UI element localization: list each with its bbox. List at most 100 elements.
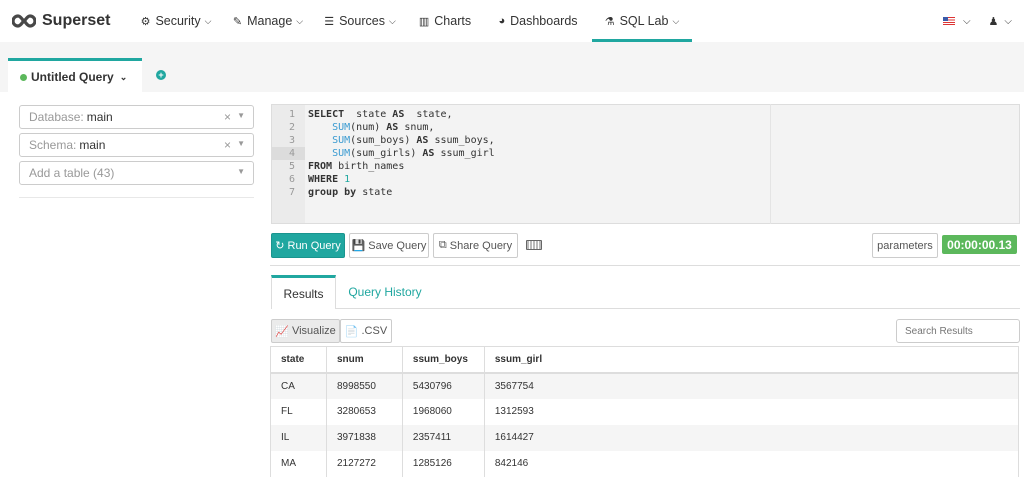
code-token: WHERE bbox=[308, 174, 339, 185]
run-query-label: Run Query bbox=[287, 239, 341, 252]
table-row: FL 3280653 1968060 1312593 bbox=[270, 398, 1020, 425]
flask-icon: ⚗ bbox=[604, 15, 615, 28]
query-tab-label: Untitled Query bbox=[31, 70, 114, 84]
code-token: FROM bbox=[308, 161, 333, 172]
line-gutter bbox=[272, 105, 305, 223]
brand-name: Superset bbox=[42, 12, 111, 29]
chevron-down-icon[interactable]: ⌵ bbox=[1004, 15, 1012, 27]
us-flag-icon[interactable] bbox=[942, 17, 955, 25]
table-cell: 8998550 bbox=[326, 372, 403, 399]
column-header-state[interactable]: state bbox=[270, 346, 327, 374]
tab-results[interactable]: Results bbox=[271, 275, 336, 309]
csv-button[interactable]: 📄 .CSV bbox=[340, 319, 392, 343]
table-cell: 3971838 bbox=[326, 424, 403, 451]
table-cell: 5430796 bbox=[402, 372, 485, 399]
keyboard-icon[interactable] bbox=[526, 240, 542, 250]
print-margin bbox=[770, 104, 771, 224]
column-header-ssum_girl[interactable]: ssum_girl bbox=[484, 346, 1020, 374]
schema-value: main bbox=[79, 138, 106, 152]
code-token: AS bbox=[416, 135, 429, 146]
table-cell: 842146 bbox=[484, 450, 1020, 477]
divider bbox=[19, 197, 254, 198]
code-line: WHERE 1 bbox=[308, 173, 350, 186]
table-cell: 1614427 bbox=[484, 424, 1020, 451]
caret-down-icon[interactable]: ▼ bbox=[237, 111, 245, 120]
visualize-label: Visualize bbox=[291, 325, 336, 337]
database-value: main bbox=[86, 110, 113, 124]
table-cell: 1312593 bbox=[484, 398, 1020, 425]
column-header-ssum_boys[interactable]: ssum_boys bbox=[402, 346, 485, 374]
database-select[interactable]: Database: main × ▼ bbox=[19, 105, 254, 129]
table-cell: 2357411 bbox=[402, 424, 485, 451]
code-token: 1 bbox=[338, 174, 351, 185]
nav-item-dashboards[interactable]: ◕ Dashboards bbox=[484, 0, 592, 42]
column-header-snum[interactable]: snum bbox=[326, 346, 403, 374]
nav-item-sources[interactable]: ☰ Sources ⌵ bbox=[314, 0, 406, 42]
superset-logo[interactable]: Superset bbox=[12, 12, 130, 30]
refresh-icon: ↻ bbox=[275, 240, 285, 252]
caret-down-icon[interactable]: ▼ bbox=[237, 139, 245, 148]
wrench-icon: ✎ bbox=[232, 15, 243, 28]
nav-item-label: Manage bbox=[247, 14, 293, 28]
copy-icon: ⧉ bbox=[438, 239, 447, 251]
clear-icon[interactable]: × bbox=[223, 110, 231, 124]
table-cell: 2127272 bbox=[326, 450, 403, 477]
chevron-down-icon: ⌵ bbox=[204, 15, 212, 26]
tab-untitled-query[interactable]: Untitled Query ⌄ bbox=[8, 58, 142, 93]
code-token: state, bbox=[404, 109, 453, 120]
visualize-button[interactable]: 📈 Visualize bbox=[271, 319, 340, 343]
query-status-dot bbox=[20, 73, 27, 81]
code-token: birth_names bbox=[332, 161, 405, 172]
nav-item-label: Security bbox=[155, 14, 201, 28]
line-chart-icon: 📈 bbox=[275, 325, 289, 338]
code-line: SELECT state AS state, bbox=[308, 108, 453, 121]
database-label: Database: bbox=[29, 110, 84, 124]
bar-chart-icon: ▥ bbox=[418, 15, 430, 28]
save-query-button[interactable]: 💾 Save Query bbox=[349, 233, 429, 258]
clear-icon[interactable]: × bbox=[223, 138, 231, 152]
code-line: SUM(sum_girls) AS ssum_girl bbox=[308, 147, 495, 160]
chevron-down-icon: ⌵ bbox=[672, 15, 680, 26]
nav-item-manage[interactable]: ✎ Manage ⌵ bbox=[222, 0, 314, 42]
code-token: AS bbox=[386, 122, 399, 133]
code-token: SUM bbox=[332, 135, 351, 146]
nav-item-security[interactable]: ⚙ Security ⌵ bbox=[130, 0, 222, 42]
user-icon[interactable]: ♟ bbox=[988, 15, 999, 28]
csv-label: .CSV bbox=[361, 325, 388, 337]
table-row: MA 2127272 1285126 842146 bbox=[270, 450, 1020, 477]
database-icon: ☰ bbox=[324, 15, 335, 28]
code-token: ssum_girl bbox=[434, 148, 495, 159]
code-token bbox=[308, 122, 332, 133]
run-query-button[interactable]: ↻ Run Query bbox=[271, 233, 345, 258]
tab-query-history[interactable]: Query History bbox=[348, 285, 422, 299]
share-query-button[interactable]: ⧉ Share Query bbox=[433, 233, 518, 258]
add-tab-icon[interactable]: + bbox=[156, 70, 166, 80]
chevron-down-icon[interactable]: ⌄ bbox=[119, 71, 128, 82]
table-select[interactable]: Add a table (43) ▼ bbox=[19, 161, 254, 185]
caret-down-icon[interactable]: ▼ bbox=[237, 167, 245, 176]
nav-item-label: SQL Lab bbox=[619, 14, 669, 28]
code-token: ssum_boys, bbox=[428, 135, 495, 146]
code-token: SUM bbox=[332, 148, 351, 159]
table-cell: 1968060 bbox=[402, 398, 485, 425]
table-row: CA 8998550 5430796 3567754 bbox=[270, 372, 1020, 399]
nav-item-label: Charts bbox=[434, 14, 472, 28]
nav-item-sql-lab[interactable]: ⚗ SQL Lab ⌵ bbox=[592, 0, 692, 42]
table-cell: 3280653 bbox=[326, 398, 403, 425]
table-cell: 3567754 bbox=[484, 372, 1020, 399]
code-token: AS bbox=[392, 109, 405, 120]
code-token bbox=[308, 135, 332, 146]
tab-divider bbox=[336, 308, 1020, 309]
sql-editor[interactable]: 1 SELECT state AS state, 2 SUM(num) AS snu… bbox=[271, 104, 1020, 224]
nav-item-charts[interactable]: ▥ Charts bbox=[406, 0, 484, 42]
chevron-down-icon[interactable]: ⌵ bbox=[962, 15, 971, 27]
parameters-button[interactable]: parameters bbox=[872, 233, 938, 258]
code-line: group by state bbox=[308, 186, 392, 199]
line-number: 7 bbox=[288, 187, 295, 198]
cogs-icon: ⚙ bbox=[140, 15, 151, 28]
query-timer: 00:00:00.13 bbox=[942, 235, 1017, 254]
search-results-input[interactable] bbox=[896, 319, 1020, 343]
line-number: 3 bbox=[288, 135, 295, 146]
superset-logo-icon bbox=[12, 14, 36, 28]
schema-select[interactable]: Schema: main × ▼ bbox=[19, 133, 254, 157]
